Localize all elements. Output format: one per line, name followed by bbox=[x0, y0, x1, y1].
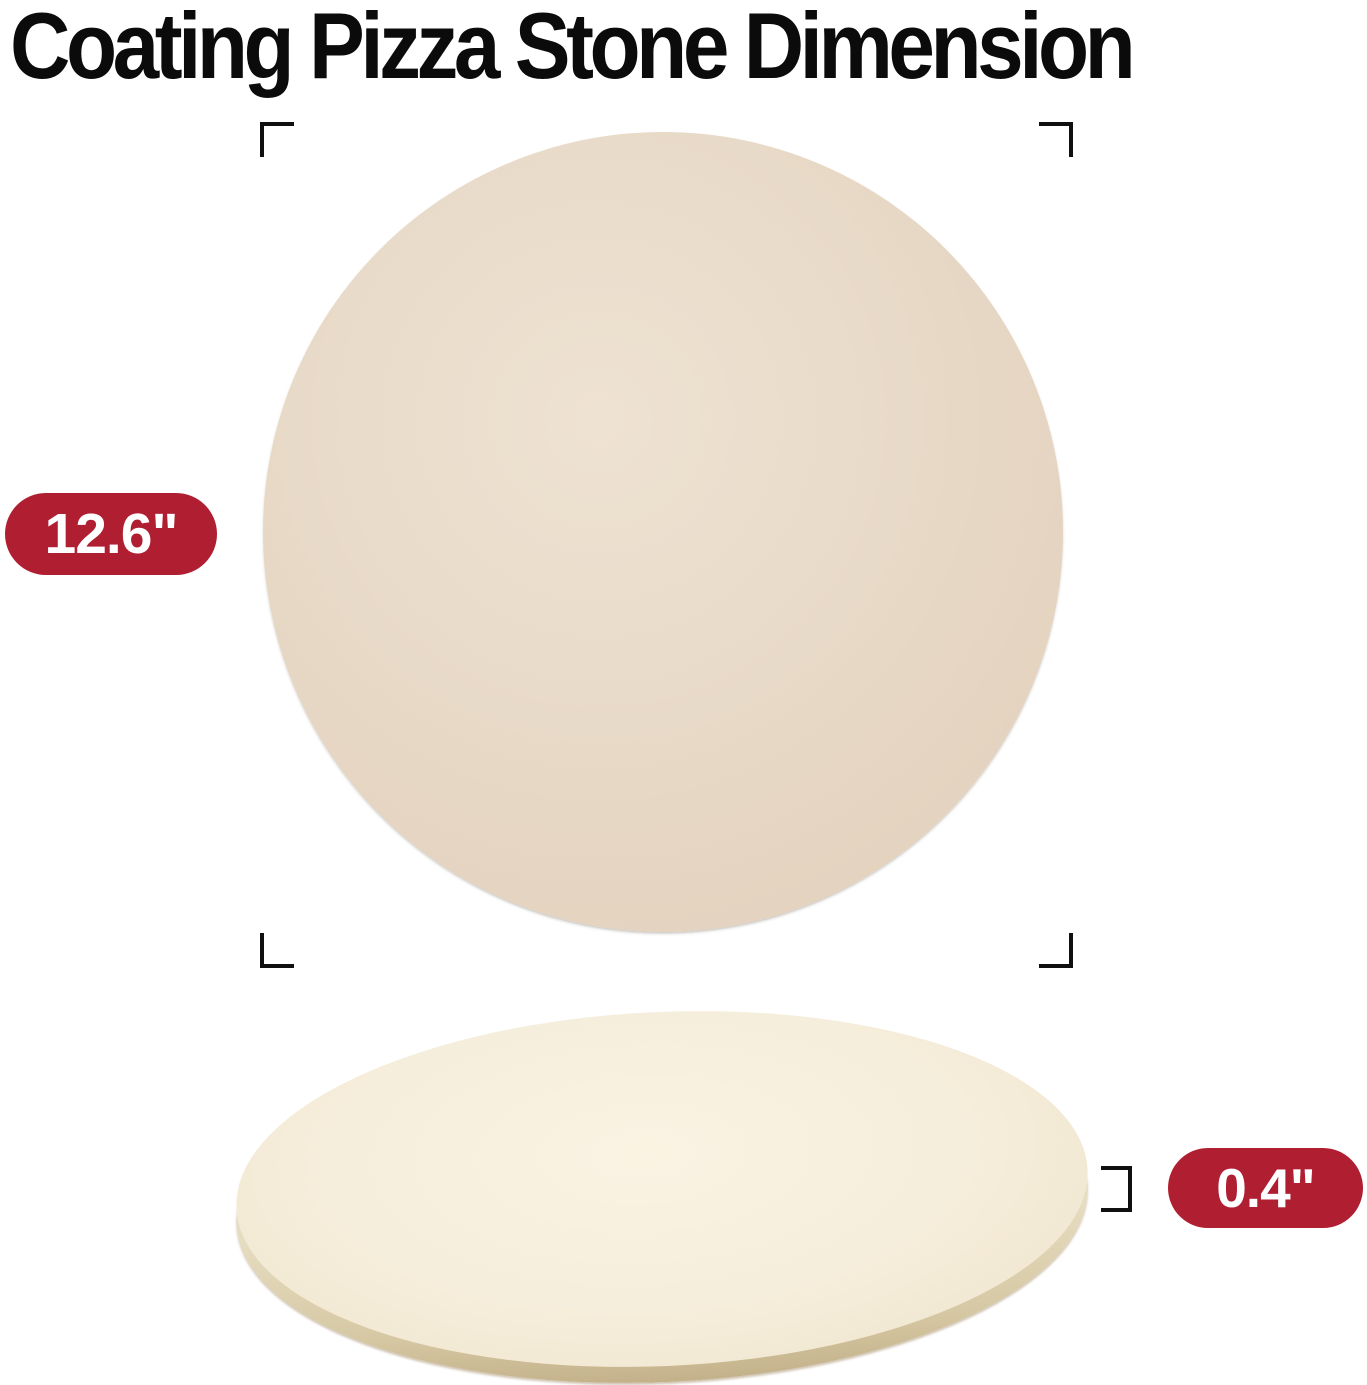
thickness-bracket-icon bbox=[1101, 1166, 1132, 1212]
crop-mark-top-left-icon bbox=[260, 122, 294, 157]
crop-mark-bottom-right-icon bbox=[1039, 933, 1073, 968]
diameter-badge: 12.6" bbox=[5, 493, 217, 575]
thickness-badge-label: 0.4" bbox=[1216, 1157, 1316, 1219]
crop-mark-bottom-left-icon bbox=[260, 933, 294, 968]
diameter-badge-label: 12.6" bbox=[44, 502, 179, 566]
thickness-badge: 0.4" bbox=[1168, 1148, 1363, 1228]
page-title: Coating Pizza Stone Dimension bbox=[10, 0, 1136, 98]
crop-mark-top-right-icon bbox=[1039, 122, 1073, 157]
pizza-stone-front-view bbox=[263, 132, 1063, 932]
